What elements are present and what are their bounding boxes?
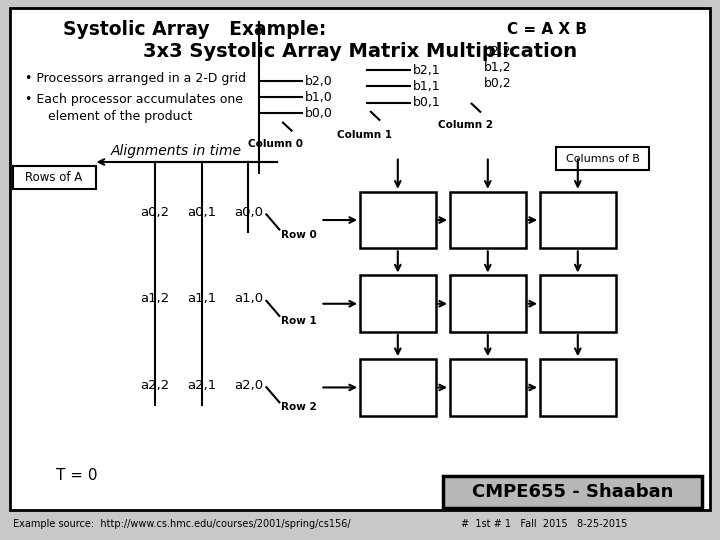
Text: Row 0: Row 0 [281, 230, 317, 240]
Text: b0,0: b0,0 [305, 107, 333, 120]
Text: a0,2: a0,2 [140, 206, 169, 219]
Bar [450, 359, 526, 416]
Bar [540, 192, 616, 248]
Text: a1,2: a1,2 [140, 292, 169, 305]
Text: CMPE655 - Shaaban: CMPE655 - Shaaban [472, 483, 673, 501]
Text: b1,2: b1,2 [484, 61, 511, 74]
Text: Column 1: Column 1 [337, 130, 392, 140]
Text: • Processors arranged in a 2-D grid: • Processors arranged in a 2-D grid [25, 72, 246, 85]
Text: a0,0: a0,0 [234, 206, 263, 219]
Text: b2,2: b2,2 [484, 45, 511, 58]
Text: b2,0: b2,0 [305, 75, 333, 87]
Text: a0,1: a0,1 [187, 206, 216, 219]
Text: • Each processor accumulates one: • Each processor accumulates one [25, 93, 243, 106]
Bar [360, 359, 436, 416]
Text: a1,1: a1,1 [187, 292, 216, 305]
Bar [540, 359, 616, 416]
Bar [540, 275, 616, 332]
Bar [556, 147, 649, 170]
Text: Systolic Array   Example:: Systolic Array Example: [63, 20, 326, 39]
Text: Column 2: Column 2 [438, 120, 492, 130]
Text: Row 1: Row 1 [281, 316, 317, 326]
Text: 3x3 Systolic Array Matrix Multiplication: 3x3 Systolic Array Matrix Multiplication [143, 42, 577, 61]
Text: a1,0: a1,0 [234, 292, 263, 305]
Text: b1,1: b1,1 [413, 80, 441, 93]
Text: b1,0: b1,0 [305, 91, 333, 104]
Text: b0,2: b0,2 [484, 77, 512, 90]
Bar [13, 166, 96, 189]
Bar [360, 275, 436, 332]
Bar [360, 192, 436, 248]
Text: T = 0: T = 0 [56, 468, 98, 483]
Text: a2,0: a2,0 [234, 379, 263, 392]
Text: Example source:  http://www.cs.hmc.edu/courses/2001/spring/cs156/: Example source: http://www.cs.hmc.edu/co… [13, 519, 351, 529]
Text: Column 0: Column 0 [248, 139, 303, 150]
Bar [450, 275, 526, 332]
Text: b0,1: b0,1 [413, 96, 441, 109]
Text: C = A X B: C = A X B [507, 22, 588, 37]
Text: Row 2: Row 2 [281, 402, 317, 413]
Text: #  1st # 1   Fall  2015   8-25-2015: # 1st # 1 Fall 2015 8-25-2015 [461, 519, 627, 529]
Text: Alignments in time: Alignments in time [111, 144, 242, 158]
Text: b2,1: b2,1 [413, 64, 441, 77]
Text: Rows of A: Rows of A [25, 171, 83, 184]
Text: a2,2: a2,2 [140, 379, 169, 392]
Text: a2,1: a2,1 [187, 379, 216, 392]
Text: Columns of B: Columns of B [566, 154, 639, 164]
Text: element of the product: element of the product [40, 110, 192, 123]
Bar [443, 476, 702, 508]
Bar [450, 192, 526, 248]
